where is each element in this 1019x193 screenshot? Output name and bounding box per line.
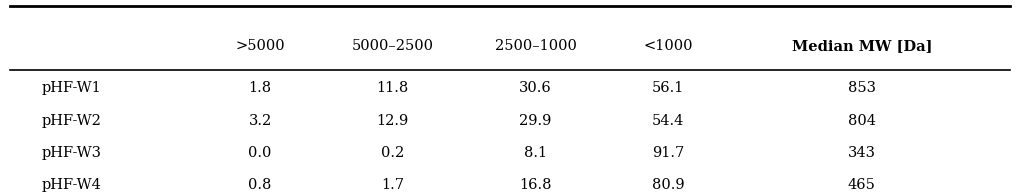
Text: 0.8: 0.8 [249, 178, 271, 192]
Text: pHF-W1: pHF-W1 [42, 81, 101, 95]
Text: 12.9: 12.9 [376, 114, 409, 128]
Text: <1000: <1000 [643, 39, 692, 53]
Text: 804: 804 [847, 114, 875, 128]
Text: Median MW [Da]: Median MW [Da] [791, 39, 931, 53]
Text: 54.4: 54.4 [651, 114, 684, 128]
Text: pHF-W4: pHF-W4 [42, 178, 101, 192]
Text: 465: 465 [847, 178, 875, 192]
Text: 56.1: 56.1 [651, 81, 684, 95]
Text: 2500–1000: 2500–1000 [494, 39, 576, 53]
Text: pHF-W2: pHF-W2 [42, 114, 101, 128]
Text: 16.8: 16.8 [519, 178, 551, 192]
Text: 853: 853 [847, 81, 875, 95]
Text: 91.7: 91.7 [651, 146, 684, 160]
Text: 343: 343 [847, 146, 875, 160]
Text: 8.1: 8.1 [524, 146, 546, 160]
Text: >5000: >5000 [235, 39, 284, 53]
Text: 30.6: 30.6 [519, 81, 551, 95]
Text: 11.8: 11.8 [376, 81, 409, 95]
Text: 1.8: 1.8 [249, 81, 271, 95]
Text: 29.9: 29.9 [519, 114, 551, 128]
Text: 5000–2500: 5000–2500 [352, 39, 433, 53]
Text: 1.7: 1.7 [381, 178, 404, 192]
Text: 0.2: 0.2 [381, 146, 404, 160]
Text: 3.2: 3.2 [249, 114, 271, 128]
Text: 80.9: 80.9 [651, 178, 684, 192]
Text: 0.0: 0.0 [249, 146, 271, 160]
Text: pHF-W3: pHF-W3 [42, 146, 101, 160]
